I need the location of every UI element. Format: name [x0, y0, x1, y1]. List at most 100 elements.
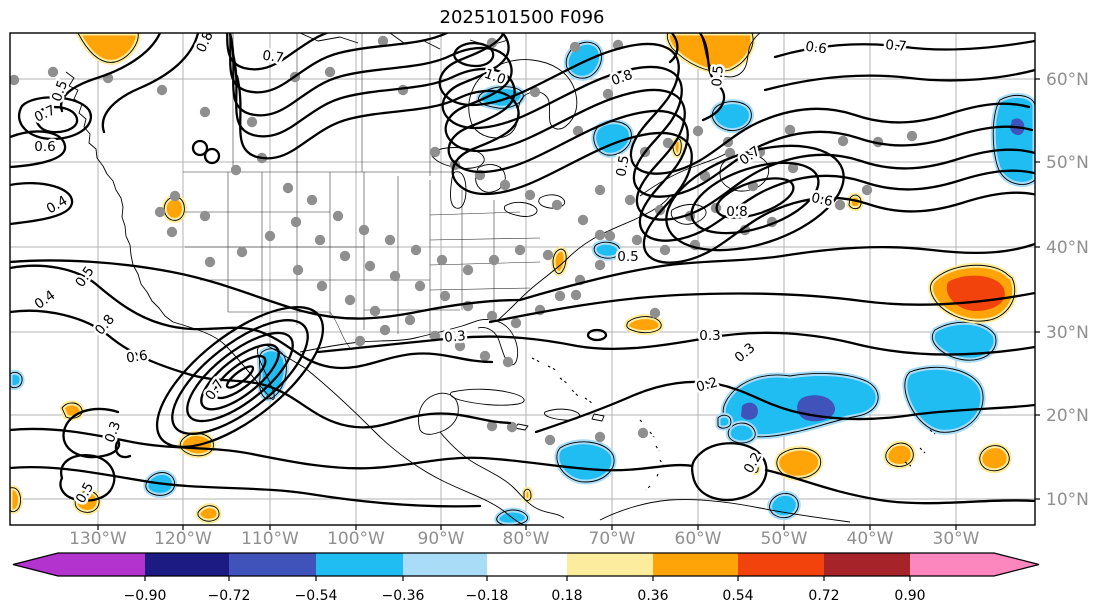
station-dot	[570, 42, 580, 52]
station-dot	[515, 245, 525, 255]
x-axis-label: 30°W	[933, 529, 980, 549]
colorbar-tick-label: 0.18	[551, 588, 582, 604]
y-axis-label: 20°N	[1046, 406, 1089, 426]
station-dot	[693, 126, 703, 136]
x-axis-label: 120°W	[154, 529, 212, 549]
colorbar-segment	[653, 553, 738, 576]
station-dot	[545, 435, 555, 445]
colorbar-tick-label: 0.36	[637, 588, 668, 604]
station-dot	[500, 180, 510, 190]
y-axis-label: 30°N	[1046, 323, 1089, 343]
station-dot	[595, 260, 605, 270]
colorbar-tick-label: −0.54	[295, 588, 338, 604]
colorbar-segment	[738, 553, 824, 576]
colorbar-segment	[824, 553, 910, 576]
colorbar-tick-label: −0.36	[382, 588, 425, 604]
station-dot	[487, 311, 497, 321]
contour	[318, 333, 1035, 355]
station-dot	[237, 247, 247, 257]
station-dot	[463, 265, 473, 275]
station-dot	[355, 336, 365, 346]
y-axis-label: 50°N	[1046, 153, 1089, 173]
station-dot	[315, 235, 325, 245]
station-dot	[293, 265, 303, 275]
x-axis-label: 70°W	[589, 529, 636, 549]
contour-label: 0.5	[613, 154, 632, 178]
station-dot	[317, 281, 327, 291]
colorbar-segment	[58, 553, 145, 576]
y-axis: 60°N50°N40°N30°N20°N10°N	[1035, 70, 1089, 510]
map-frame	[10, 33, 1035, 525]
station-dot	[365, 261, 375, 271]
contour-label: 0.6	[810, 190, 834, 210]
station-dot	[595, 185, 605, 195]
contour-label: 0.3	[444, 328, 467, 346]
station-dot	[595, 230, 605, 240]
contour-label: 0.3	[732, 340, 759, 366]
station-dot	[265, 231, 275, 241]
contour-label: 0.7	[261, 48, 285, 67]
contour-ring	[683, 149, 827, 247]
station-dot	[291, 217, 301, 227]
station-dot	[307, 195, 317, 205]
contour-label: 0.8	[92, 312, 118, 339]
contour-label: 0.3	[102, 419, 124, 445]
station-dot	[247, 117, 257, 127]
colorbar-tick-label: 0.90	[894, 588, 925, 604]
colorbar-segment	[567, 553, 653, 576]
colorbar-segment	[229, 553, 316, 576]
station-dot	[359, 225, 369, 235]
station-dot	[571, 290, 581, 300]
station-dot	[170, 191, 180, 201]
contour-label: 0.7	[32, 102, 58, 126]
colorbar-right-arrow	[994, 553, 1039, 576]
x-axis-label: 60°W	[675, 529, 722, 549]
station-dot	[543, 250, 553, 260]
colorbar-tick-label: 0.54	[722, 588, 753, 604]
contour-label: 0.5	[72, 264, 97, 291]
station-dot	[411, 245, 421, 255]
station-dot	[638, 428, 648, 438]
station-dot	[200, 211, 210, 221]
station-dot	[625, 195, 635, 205]
station-dot	[415, 281, 425, 291]
contour-wave	[233, 54, 1038, 241]
station-dot	[345, 295, 355, 305]
station-dot	[200, 107, 210, 117]
station-dot	[340, 251, 350, 261]
station-dot	[48, 67, 58, 77]
cuba	[450, 389, 524, 405]
station-dot	[333, 211, 343, 221]
station-dot	[835, 200, 845, 210]
contour-label: 0.5	[617, 249, 638, 265]
contour-label: 0.6	[34, 139, 55, 155]
state-borders-west	[185, 172, 460, 338]
contour-ring	[135, 282, 344, 471]
colorbar-tick-label: −0.72	[208, 588, 251, 604]
south-america-coast	[600, 499, 850, 522]
station-dot	[552, 200, 562, 210]
x-axis-label: 80°W	[503, 529, 550, 549]
x-axis-label: 40°W	[847, 529, 894, 549]
y-axis-label: 60°N	[1046, 70, 1089, 90]
y-axis-label: 40°N	[1046, 238, 1089, 258]
station-dot	[155, 207, 165, 217]
colorbar-left-arrow	[13, 553, 58, 576]
contour	[765, 70, 1035, 90]
colorbar-segment	[145, 553, 229, 576]
colorbar-tick-label: 0.72	[808, 588, 839, 604]
station-dot	[380, 325, 390, 335]
x-axis-label: 90°W	[418, 529, 465, 549]
contour-label: 0.4	[44, 193, 71, 218]
station-dot	[511, 318, 521, 328]
station-dot	[503, 357, 513, 367]
contour-label: 0.5	[709, 65, 727, 88]
bahamas	[532, 358, 592, 403]
colorbar-segment	[910, 553, 994, 576]
station-dot	[555, 291, 565, 301]
station-dot	[167, 227, 177, 237]
strong-negative-core	[741, 403, 758, 420]
contour-wave	[230, 33, 1035, 220]
station-dot	[437, 255, 447, 265]
x-axis-label: 130°W	[69, 529, 127, 549]
